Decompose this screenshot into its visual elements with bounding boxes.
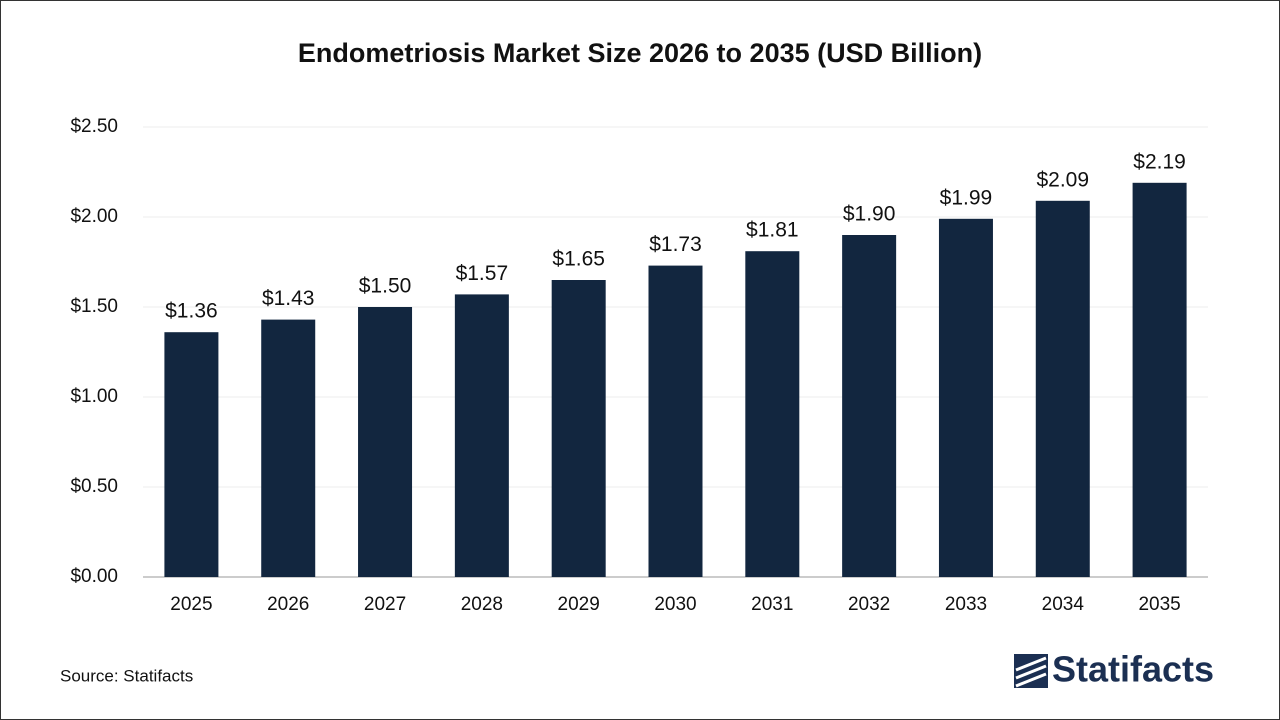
x-tick-label: 2025 [170,594,212,615]
x-tick-label: 2029 [558,594,600,615]
y-tick-label: $1.50 [70,296,118,317]
value-label: $1.57 [456,262,509,285]
y-tick-label: $2.50 [70,116,118,137]
chart-title: Endometriosis Market Size 2026 to 2035 (… [298,38,982,68]
value-label: $2.09 [1036,168,1089,191]
x-tick-label: 2028 [461,594,503,615]
value-label: $2.19 [1133,150,1186,173]
x-tick-label: 2027 [364,594,406,615]
value-label: $1.36 [165,300,218,323]
x-tick-label: 2030 [654,594,696,615]
value-label: $1.43 [262,287,315,310]
brand-name: Statifacts [1052,649,1214,690]
value-label: $1.81 [746,219,799,242]
x-tick-label: 2031 [751,594,793,615]
bar [648,265,703,577]
value-label: $1.90 [843,203,896,226]
bar [745,251,800,577]
logo-stripes [1015,656,1047,688]
y-tick-label: $0.50 [70,476,118,497]
value-label: $1.65 [552,248,605,271]
y-tick-label: $1.00 [70,386,118,407]
bar [358,307,413,577]
bar [454,294,509,577]
x-tick-label: 2032 [848,594,890,615]
bar [261,319,316,577]
source-note: Source: Statifacts [60,666,193,685]
x-tick-label: 2033 [945,594,987,615]
value-label: $1.73 [649,233,702,256]
x-tick-label: 2026 [267,594,309,615]
bar [938,218,993,578]
value-label: $1.99 [940,186,993,209]
x-tick-label: 2035 [1138,594,1180,615]
bar [164,332,219,577]
y-tick-label: $0.00 [70,566,118,587]
bar [1035,200,1090,578]
bar [1132,182,1187,578]
bar [842,235,897,577]
bar [551,280,606,577]
brand-logo: Statifacts [1014,649,1214,690]
y-tick-label: $2.00 [70,206,118,227]
value-label: $1.50 [359,275,412,298]
x-tick-label: 2034 [1042,594,1085,615]
